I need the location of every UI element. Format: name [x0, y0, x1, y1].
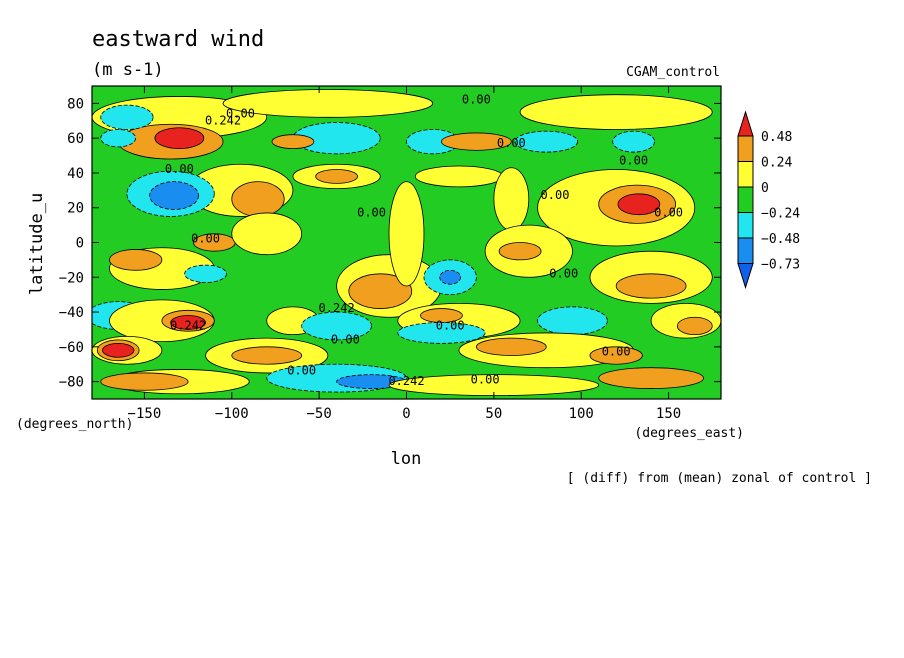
contour-region-orange [441, 132, 512, 151]
contour-region-orange [615, 273, 687, 299]
contour-label: 0.00 [549, 266, 578, 280]
colorbar-label: −0.24 [761, 207, 800, 222]
colorbar-label: 0.48 [761, 130, 792, 145]
contour-region-cyan [537, 306, 608, 336]
contour-region-yellow [519, 94, 713, 130]
colorbar-legend: 0.48 0.24 0 −0.24 −0.48 −0.73 [737, 110, 800, 290]
contour-region-blue [149, 181, 199, 210]
contour-label: 0.242 [170, 318, 206, 332]
contour-label: 0.242 [205, 113, 241, 127]
contour-label: 0.00 [331, 332, 360, 346]
contour-region-cyan [301, 311, 372, 341]
y-tick-label: −40 [59, 305, 84, 321]
y-tick-label: 20 [67, 201, 84, 217]
colorbar-label: −0.48 [761, 232, 800, 247]
contour-region-cyan [514, 130, 579, 153]
contour-region-orange [100, 372, 189, 391]
contour-label: 0.00 [619, 153, 648, 167]
contour-region-cyan [100, 129, 137, 148]
contour-region-cyan [397, 322, 486, 344]
colorbar-segment [737, 212, 754, 239]
contour-field [92, 86, 721, 399]
contour-label: 0.00 [462, 92, 491, 106]
contour-region-yellow [414, 165, 503, 188]
colorbar-bottom-arrow [737, 263, 754, 290]
contour-region-orange [271, 134, 315, 149]
contour-region-cyan [100, 104, 154, 130]
contour-labels: 0.000.000.2420.000.000.000.000.000.000.0… [165, 92, 683, 388]
contour-region-cyan [612, 130, 656, 153]
colorbar-segment [737, 237, 754, 264]
contour-region-cyan [184, 264, 227, 283]
y-tick-label: 0 [76, 236, 84, 252]
chart-title: eastward wind [92, 27, 264, 52]
contour-label: 0.00 [165, 162, 194, 176]
x-units-label: (degrees_east) [634, 426, 744, 441]
contour-region-orange [598, 367, 704, 389]
contour-label: 0.00 [287, 364, 316, 378]
contour-region-orange [109, 249, 163, 271]
contour-region-orange [231, 181, 285, 217]
contour-region-orange [315, 169, 358, 184]
y-axis-ticks: 80 60 40 20 0 −20 −40 −60 −80 [59, 96, 721, 391]
y-tick-label: −80 [59, 375, 84, 391]
colorbar-segment [737, 186, 754, 213]
contour-label: 0.00 [191, 232, 220, 246]
colorbar-label: 0 [761, 181, 769, 196]
contour-region-red [102, 342, 135, 358]
contour-region-yellow [493, 167, 530, 231]
contour-label: 0.00 [471, 372, 500, 386]
y-tick-label: 40 [67, 166, 84, 182]
contour-region-red [170, 315, 206, 330]
contour-label: 0.242 [319, 301, 355, 315]
contour-label: 0.242 [388, 374, 424, 388]
colorbar-label: 0.24 [761, 156, 792, 171]
contour-label: 0.00 [541, 188, 570, 202]
x-axis-label: lon [391, 449, 422, 469]
colorbar-segment [737, 161, 754, 188]
contour-region-yellow [388, 181, 425, 287]
colorbar-top-arrow [737, 110, 754, 137]
footnote: [ (diff) from (mean) zonal of control ] [567, 471, 872, 486]
x-axis-ticks: −150 −100 −50 0 50 100 150 [128, 86, 681, 422]
x-tick-label: −150 [128, 406, 162, 422]
contour-label: 0.00 [436, 318, 465, 332]
y-tick-label: −20 [59, 270, 84, 286]
contour-label: 0.00 [654, 205, 683, 219]
x-tick-label: −50 [306, 406, 331, 422]
x-tick-label: 50 [485, 406, 502, 422]
contour-region-orange [676, 316, 713, 336]
y-units-label: (degrees_north) [16, 417, 133, 432]
colorbar-segment [737, 135, 754, 162]
contour-label: 0.00 [602, 345, 631, 359]
y-tick-label: 80 [67, 96, 84, 112]
contour-region-orange [231, 346, 303, 365]
contour-label: 0.00 [497, 136, 526, 150]
y-tick-label: 60 [67, 131, 84, 147]
contour-region-yellow [222, 89, 434, 118]
contour-region-orange [589, 346, 643, 365]
x-tick-label: 100 [569, 406, 594, 422]
y-tick-label: −60 [59, 340, 84, 356]
contour-region-red [154, 127, 205, 150]
contour-region-red [617, 193, 661, 216]
contour-region-orange [498, 242, 542, 261]
x-tick-label: 150 [656, 406, 681, 422]
contour-label: 0.00 [357, 205, 386, 219]
units-label: (m s-1) [92, 60, 164, 80]
x-tick-label: 0 [402, 406, 410, 422]
contour-region-orange [348, 273, 413, 309]
contour-region-blue [439, 269, 462, 285]
run-label: CGAM_control [626, 65, 720, 80]
x-tick-label: −100 [215, 406, 249, 422]
colorbar-label: −0.73 [761, 258, 800, 273]
y-axis-label: latitude_u [27, 193, 47, 295]
contour-region-yellow [231, 212, 303, 256]
contour-region-orange [475, 337, 547, 356]
contour-label: 0.00 [226, 106, 255, 120]
